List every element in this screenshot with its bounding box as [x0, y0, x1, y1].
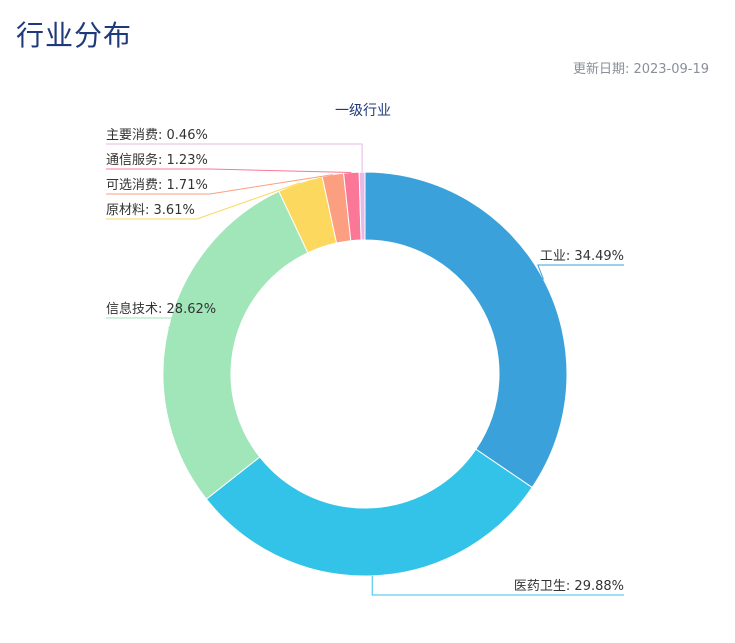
slice-2-arc[interactable]	[205, 448, 533, 577]
slice-3-label: 信息技术: 28.62%	[106, 301, 216, 317]
slice-5-leader-line	[106, 174, 333, 195]
slice-labels: 工业: 34.49% 医药卫生: 29.88% 信息技术: 28.62% 原材料: 3…	[106, 128, 624, 594]
slice-5-label: 可选消费: 1.71%	[106, 178, 208, 193]
label-leaders	[106, 143, 624, 596]
slice-4-leader-line	[106, 182, 301, 220]
slice-7-label: 主要消费: 0.46%	[106, 128, 208, 143]
slice-6-leader-line	[106, 168, 352, 173]
slice-2-leader-line	[371, 575, 624, 596]
slice-2-label: 医药卫生: 29.88%	[514, 579, 624, 594]
slice-3-leader-line	[106, 317, 219, 329]
slice-1-arc[interactable]	[364, 171, 568, 489]
update-date: 更新日期: 2023-09-19	[572, 62, 709, 77]
slice-7-arc[interactable]	[358, 171, 366, 241]
slice-6-label: 通信服务: 1.23%	[106, 152, 208, 168]
donut-slices	[162, 171, 568, 577]
slice-7-leader-line	[106, 143, 363, 173]
slice-1-label: 工业: 34.49%	[540, 249, 624, 264]
chart-title: 一级行业	[335, 103, 391, 119]
slice-3-arc[interactable]	[162, 190, 309, 500]
page-title: 行业分布	[16, 19, 133, 52]
slice-4-label: 原材料: 3.61%	[106, 203, 195, 218]
slice-1-leader-line	[537, 264, 624, 280]
